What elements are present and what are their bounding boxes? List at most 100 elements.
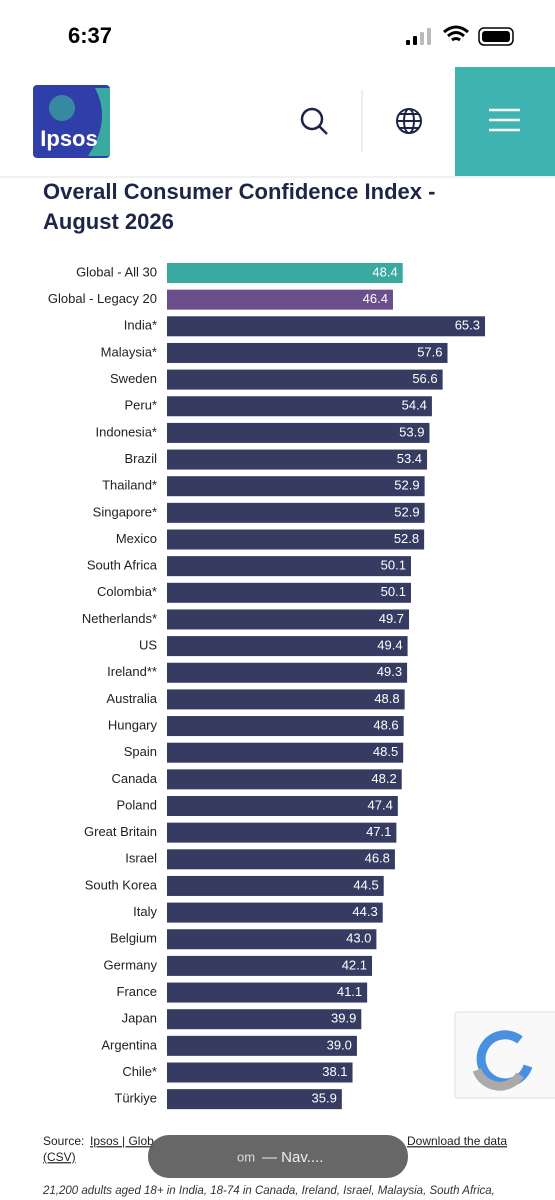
value-label: 48.2 (371, 771, 396, 786)
overlay-right: — Nav.... (262, 1149, 323, 1166)
value-label: 50.1 (381, 558, 406, 573)
category-label: Israel (125, 851, 157, 866)
bar (167, 662, 408, 683)
category-label: Netherlands* (82, 611, 157, 626)
value-label: 52.9 (394, 478, 419, 493)
source-link[interactable]: Ipsos | Glob (90, 1134, 154, 1148)
bar (167, 476, 425, 497)
bar (167, 769, 402, 790)
value-label: 44.5 (353, 877, 378, 892)
value-label: 53.9 (399, 424, 424, 439)
value-label: 35.9 (312, 1091, 337, 1106)
bar (167, 822, 397, 843)
value-label: 46.4 (363, 291, 388, 306)
chart: Global - All 30 48.4 Global - Legacy 20 46.… (48, 263, 486, 1110)
value-label: 38.1 (322, 1064, 347, 1079)
bar (167, 742, 404, 763)
value-label: 41.1 (337, 984, 362, 999)
category-label: Türkiye (114, 1091, 157, 1106)
battery (478, 27, 514, 46)
category-label: Global - All 30 (76, 264, 157, 279)
category-label: Canada (111, 771, 157, 786)
category-label: Hungary (108, 717, 158, 732)
value-label: 57.6 (417, 344, 442, 359)
value-label: 48.8 (374, 691, 399, 706)
note: 21,200 adults aged 18+ in India, 18-74 i… (42, 1185, 495, 1197)
logo-swoosh (88, 88, 110, 156)
bar (167, 796, 398, 816)
value-label: 43.0 (346, 931, 371, 946)
value-label: 48.4 (372, 264, 397, 279)
bar (167, 449, 428, 470)
value-label: 48.6 (373, 717, 398, 732)
bar (167, 636, 408, 657)
value-label: 47.1 (366, 824, 391, 839)
value-label: 42.1 (342, 957, 367, 972)
bar (167, 875, 384, 896)
bar (167, 289, 393, 310)
value-label: 39.9 (331, 1011, 356, 1026)
value-label: 53.4 (397, 451, 422, 466)
category-label: Argentina (101, 1037, 157, 1052)
value-label: 54.4 (402, 398, 427, 413)
bar (167, 342, 448, 363)
category-label: Sweden (110, 371, 157, 386)
value-label: 52.9 (394, 504, 419, 519)
category-label: Belgium (110, 931, 157, 946)
logo-figure (49, 95, 75, 121)
wifi (443, 25, 469, 42)
overlay-left: om (237, 1149, 255, 1164)
bar (167, 902, 383, 923)
value-label: 49.3 (377, 664, 402, 679)
value-label: 44.3 (352, 904, 377, 919)
category-label: Great Britain (84, 824, 157, 839)
category-label: Australia (106, 691, 157, 706)
category-label: Poland (117, 797, 157, 812)
bar (167, 316, 486, 337)
bar (167, 689, 405, 710)
menu-button[interactable] (455, 67, 555, 176)
value-label: 49.4 (377, 638, 402, 653)
category-label: Chile* (122, 1064, 157, 1079)
category-label: South Africa (87, 558, 158, 573)
value-label: 50.1 (381, 584, 406, 599)
category-label: Brazil (124, 451, 157, 466)
csv-link[interactable]: (CSV) (43, 1150, 76, 1164)
category-label: Germany (104, 957, 158, 972)
bar (167, 609, 410, 630)
menu-icon (489, 108, 520, 132)
download-link[interactable]: Download the data (407, 1134, 507, 1148)
bar (167, 556, 411, 577)
bar (167, 982, 368, 1003)
value-label: 65.3 (455, 318, 480, 333)
bar (167, 263, 403, 283)
source-label: Source: (43, 1134, 84, 1148)
category-label: Colombia* (97, 584, 157, 599)
globe-icon[interactable] (396, 108, 422, 134)
recaptcha-icon-part (472, 1068, 524, 1091)
category-label: Japan (122, 1011, 157, 1026)
category-label: France (117, 984, 157, 999)
category-label: Spain (124, 744, 157, 759)
nav-overlay[interactable] (148, 1135, 408, 1178)
bar (167, 422, 430, 443)
bar (167, 1089, 342, 1110)
value-label: 52.8 (394, 531, 419, 546)
category-label: Italy (133, 904, 157, 919)
bar (167, 716, 404, 737)
value-label: 46.8 (365, 851, 390, 866)
category-label: Global - Legacy 20 (48, 291, 157, 306)
bar (167, 1062, 353, 1083)
category-label: Peru* (124, 398, 157, 413)
value-label: 56.6 (412, 371, 437, 386)
bar (167, 929, 377, 950)
category-label: Mexico (116, 531, 157, 546)
value-label: 47.4 (368, 797, 393, 812)
bar (167, 529, 425, 550)
bar (167, 502, 425, 523)
search-icon[interactable] (300, 107, 328, 135)
category-label: South Korea (85, 877, 158, 892)
bar (167, 1035, 357, 1056)
category-label: Thailand* (102, 478, 157, 493)
